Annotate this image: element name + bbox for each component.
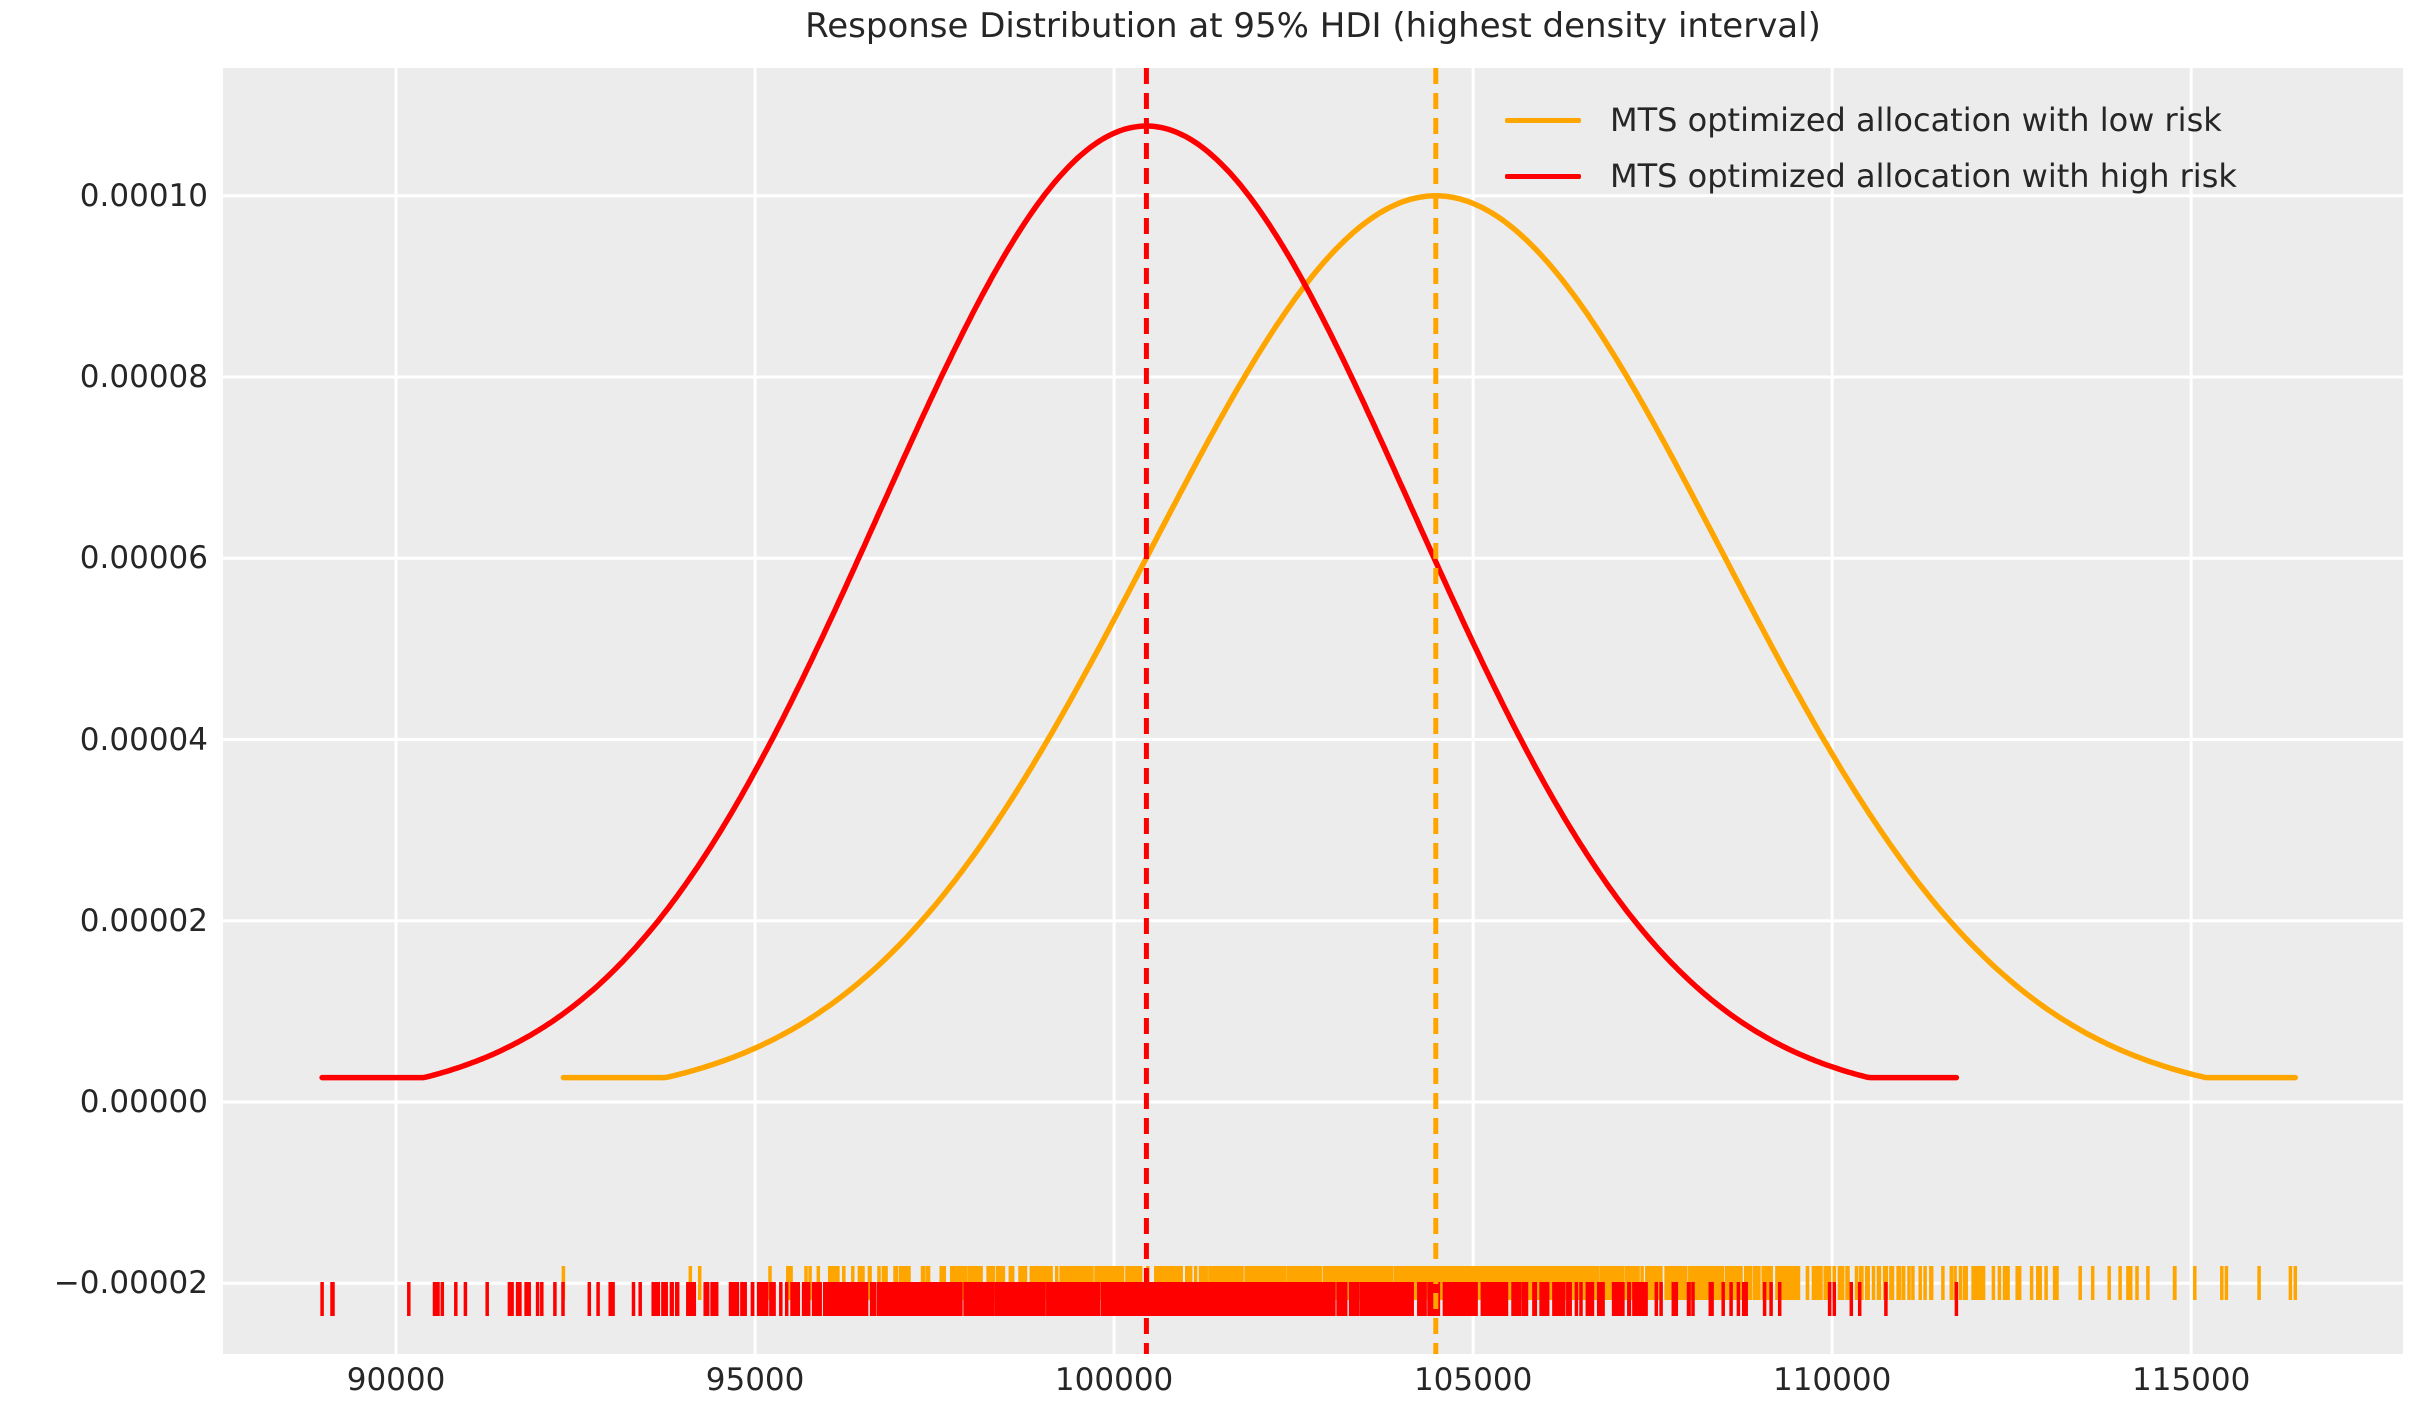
kde-curve-low-risk (560, 193, 2299, 1081)
kde-curve-high-risk (319, 123, 1960, 1081)
rug-marks-high-risk (320, 1282, 1959, 1316)
plot-area (223, 68, 2403, 1354)
